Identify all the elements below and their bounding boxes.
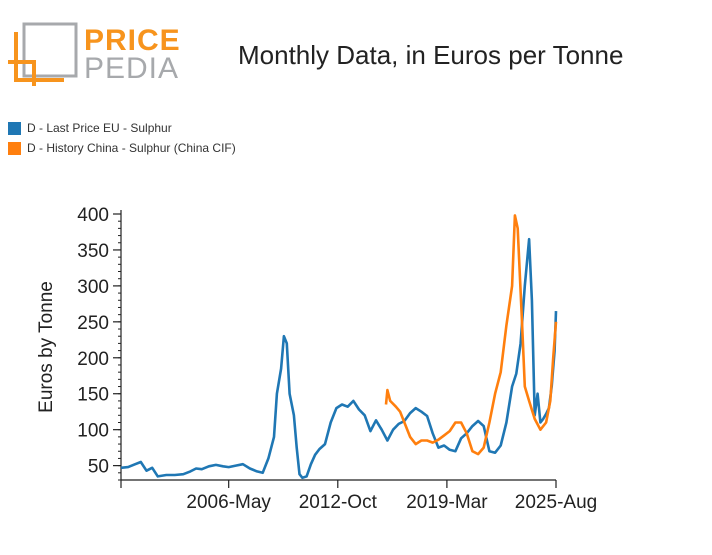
y-tick-label: 300	[77, 277, 109, 298]
legend-item-eu[interactable]: D - Last Price EU - Sulphur	[8, 118, 236, 138]
y-tick-label: 400	[77, 205, 109, 226]
legend-swatch-eu	[8, 121, 21, 135]
y-tick-label: 200	[77, 349, 109, 370]
legend-swatch-china	[8, 141, 21, 155]
pricepedia-logo: PRICE PEDIA	[6, 20, 180, 90]
legend-label-eu: D - Last Price EU - Sulphur	[27, 121, 172, 135]
y-tick-label: 50	[88, 457, 109, 478]
y-tick-label: 150	[77, 385, 109, 406]
legend-label-china: D - History China - Sulphur (China CIF)	[27, 141, 236, 155]
chart-title: Monthly Data, in Euros per Tonne	[238, 40, 624, 70]
series-line-eu	[120, 237, 558, 480]
y-tick-label: 100	[77, 421, 109, 442]
logo-text-pedia: PEDIA	[84, 52, 180, 85]
chart-legend: D - Last Price EU - Sulphur D - History …	[8, 118, 236, 158]
chart-axes: 50 100 150 200 250 300 350 400 2006-May 2012-Oct 2…	[36, 205, 597, 513]
series-line-china	[384, 214, 558, 456]
logo-mark	[8, 22, 78, 86]
x-tick-label: 2006-May	[186, 492, 271, 513]
y-axis-title: Euros by Tonne	[36, 281, 57, 413]
x-tick-label: 2012-Oct	[299, 492, 378, 513]
y-tick-label: 250	[77, 313, 109, 334]
logo-text-price: PRICE	[84, 24, 181, 57]
legend-item-china[interactable]: D - History China - Sulphur (China CIF)	[8, 138, 236, 158]
y-tick-label: 350	[77, 241, 109, 262]
chart-series	[120, 214, 558, 480]
x-tick-label: 2025-Aug	[515, 492, 597, 513]
x-tick-label: 2019-Mar	[406, 492, 488, 513]
